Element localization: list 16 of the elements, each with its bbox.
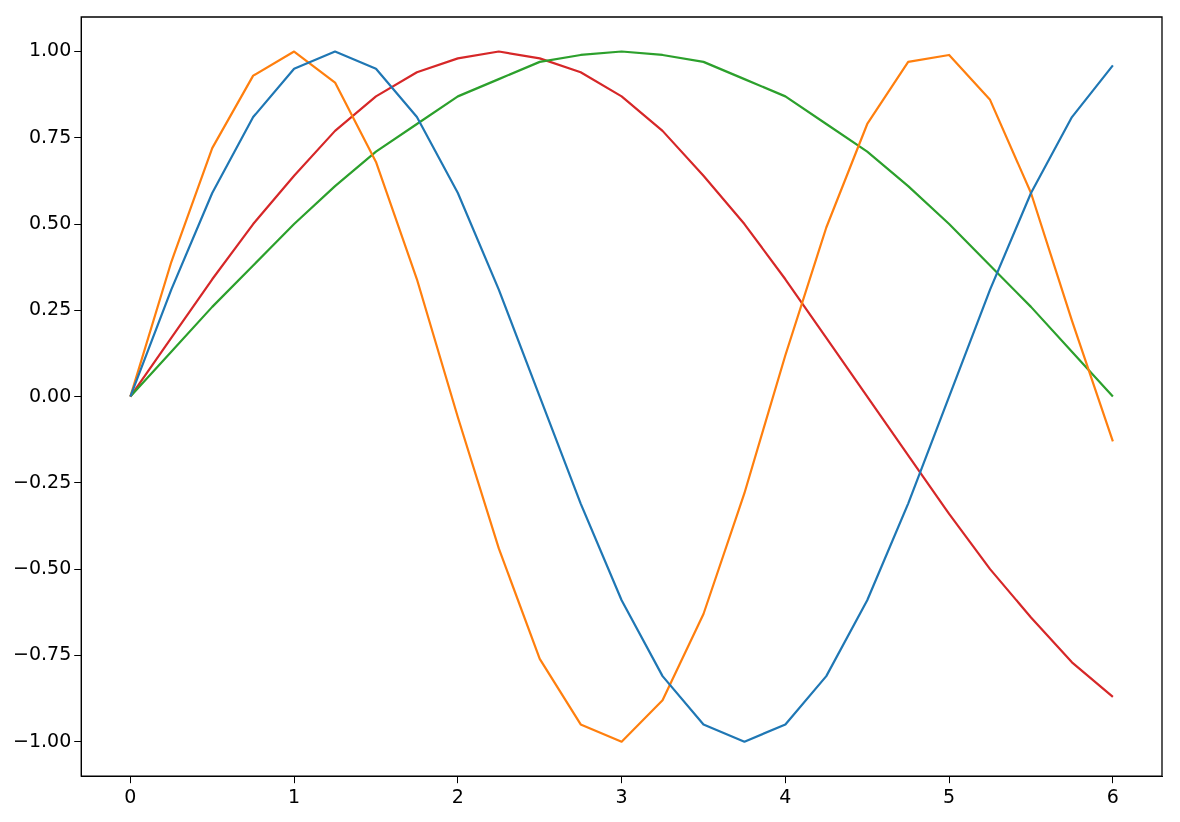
- y-tick-label: −0.50: [12, 556, 72, 579]
- y-tick-label: −0.25: [12, 469, 72, 492]
- x-tick-label: 6: [1106, 784, 1119, 807]
- x-tick-label: 4: [779, 784, 792, 807]
- y-tick-label: 1.00: [28, 38, 72, 61]
- y-tick-label: −0.75: [12, 642, 72, 665]
- y-tick-label: 0.75: [28, 124, 72, 147]
- x-tick-label: 0: [124, 784, 137, 807]
- y-tick-label: 0.00: [28, 383, 72, 406]
- x-tick-label: 5: [943, 784, 956, 807]
- x-tick-label: 2: [451, 784, 464, 807]
- x-tick-label: 1: [288, 784, 301, 807]
- y-tick-label: 0.50: [28, 210, 72, 233]
- y-tick-label: 0.25: [28, 297, 72, 320]
- y-tick-label: −1.00: [12, 728, 72, 751]
- x-tick-label: 3: [615, 784, 628, 807]
